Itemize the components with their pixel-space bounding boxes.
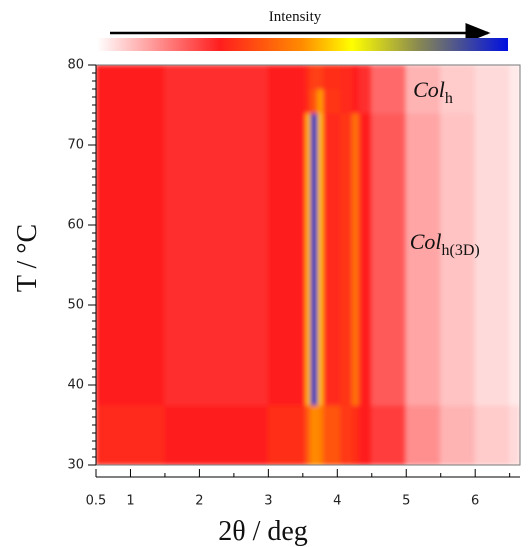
heat-cell [96, 89, 166, 114]
heat-cell [311, 65, 319, 90]
heat-cell [509, 65, 520, 90]
heat-cell [96, 65, 166, 90]
heat-cell [323, 113, 341, 406]
heatmap [96, 65, 521, 466]
heat-cell [359, 89, 372, 114]
x-tick-label: 5 [402, 494, 410, 509]
heat-cell [164, 405, 234, 466]
heat-cell [323, 65, 341, 90]
heat-cell [406, 405, 441, 466]
x-tick-label: 3 [264, 494, 272, 509]
heat-cell [371, 405, 406, 466]
heat-cell [352, 113, 360, 406]
heat-cell [233, 113, 268, 406]
heat-cell [164, 65, 234, 90]
heat-cell [359, 405, 372, 466]
heat-cell [268, 113, 307, 406]
heat-cell [359, 65, 372, 90]
colorbar-title: Intensity [269, 9, 322, 25]
heat-cell [311, 89, 319, 114]
heat-cell [164, 89, 234, 114]
heat-cell [268, 89, 307, 114]
y-tick-label: 60 [67, 218, 84, 233]
heat-cell [96, 113, 166, 406]
heat-cell [352, 405, 360, 466]
heat-cell [311, 405, 319, 466]
heat-cell [340, 405, 353, 466]
heat-cell [340, 89, 353, 114]
annotation-sub: h(3D) [441, 242, 479, 259]
heat-cell [96, 405, 166, 466]
heat-cell [371, 113, 406, 406]
annotation-main: Col [410, 229, 442, 254]
colorbar-bar [97, 38, 508, 51]
heat-cell [233, 65, 268, 90]
heat-cell [268, 405, 307, 466]
heat-cell [268, 65, 307, 90]
y-axis-title: T / °C [12, 224, 43, 292]
x-tick-label: 1 [126, 494, 134, 509]
y-tick-label: 50 [67, 298, 84, 313]
heatmap-cells [96, 65, 521, 466]
heat-cell [509, 113, 520, 406]
annotation-sub: h [445, 90, 453, 107]
heat-cell [323, 89, 341, 114]
colorbar [97, 38, 508, 51]
heat-cell [371, 65, 406, 90]
heat-cell [406, 113, 441, 406]
heat-cell [164, 113, 234, 406]
y-tick-label: 40 [67, 378, 84, 393]
y-tick-label: 70 [67, 138, 84, 153]
heat-cell [359, 113, 372, 406]
x-tick-label: 2 [195, 494, 203, 509]
x-tick-label: 6 [471, 494, 479, 509]
heat-cell [440, 65, 475, 90]
heat-cell [352, 89, 360, 114]
x-tick-label: 0.5 [86, 494, 107, 509]
annotation-main: Col [413, 77, 445, 102]
heat-cell [475, 405, 510, 466]
heat-cell [323, 405, 341, 466]
heat-cell [352, 65, 360, 90]
heat-cell [475, 113, 510, 406]
heat-cell [509, 405, 520, 466]
heat-cell [340, 65, 353, 90]
heat-cell [311, 113, 319, 406]
heat-cell [371, 89, 406, 114]
y-tick-label: 30 [67, 458, 84, 473]
heat-cell [340, 113, 353, 406]
heat-cell [440, 405, 475, 466]
heat-cell [440, 113, 475, 406]
x-tick-label: 4 [333, 494, 341, 509]
heat-cell [233, 405, 268, 466]
x-axis-title: 2θ / deg [218, 516, 308, 547]
y-tick-label: 80 [67, 58, 84, 73]
heat-cell [509, 89, 520, 114]
heat-cell [475, 65, 510, 90]
heat-cell [233, 89, 268, 114]
heat-cell [475, 89, 510, 114]
